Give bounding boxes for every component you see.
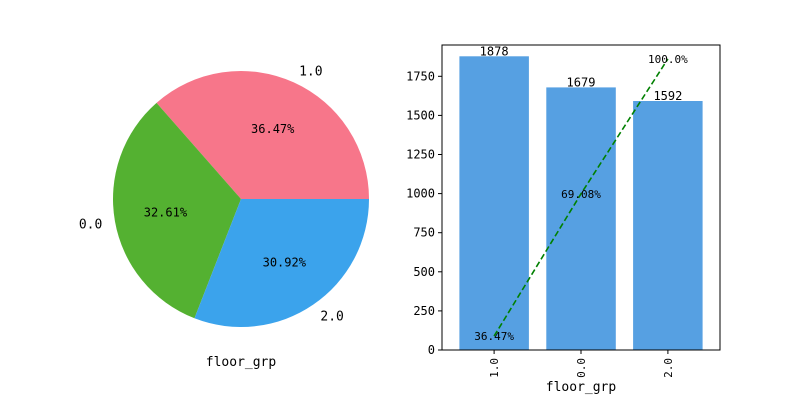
cumulative-label: 69.08% [561, 188, 601, 201]
pie-slice-2.0 [194, 199, 369, 328]
y-tick-label: 1250 [406, 148, 435, 162]
bar-value-label: 1878 [480, 44, 509, 58]
y-tick-label: 1750 [406, 69, 435, 83]
y-tick-label: 750 [413, 226, 435, 240]
y-tick-label: 1000 [406, 187, 435, 201]
cumulative-label: 36.47% [474, 330, 514, 343]
pie-pct-label: 36.47% [251, 122, 295, 136]
pie-slice-1.0 [156, 71, 369, 199]
x-tick-label: 2.0 [662, 358, 675, 378]
y-tick-label: 1500 [406, 108, 435, 122]
bar-x-axis-label: floor_grp [546, 380, 617, 395]
cumulative-labels: 36.47% 69.08% 100.0% [474, 53, 688, 343]
bar-value-labels: 1878 1679 1592 [480, 44, 683, 103]
pie-x-axis-label: floor_grp [206, 355, 277, 370]
bar-value-label: 1592 [653, 89, 682, 103]
cumulative-label: 100.0% [648, 53, 688, 66]
x-tick-label: 1.0 [488, 358, 501, 378]
pie-category-label: 0.0 [79, 217, 102, 232]
y-axis: 0 250 500 750 1000 1250 1500 1750 [406, 69, 442, 357]
pie-pct-label: 30.92% [263, 255, 307, 269]
bar-2.0 [633, 101, 703, 350]
pie-chart: 36.47% 1.0 32.61% 0.0 30.92% 2.0 floor_grp [79, 65, 369, 370]
cumulative-line [493, 58, 669, 337]
pie-slice-0.0 [112, 102, 241, 319]
y-tick-label: 0 [428, 343, 435, 357]
bars [459, 56, 703, 351]
cumulative-polyline [493, 58, 669, 337]
bar-0.0 [546, 87, 616, 351]
pie-slices [112, 71, 369, 328]
bar-value-label: 1679 [567, 75, 596, 89]
pie-category-label: 1.0 [299, 65, 322, 80]
bar-1.0 [459, 56, 529, 351]
pie-category-label: 2.0 [320, 309, 343, 324]
x-tick-label: 0.0 [575, 358, 588, 378]
y-tick-label: 500 [413, 265, 435, 279]
y-tick-label: 250 [413, 304, 435, 318]
bar-chart: 1878 1679 1592 36.47% 69.08% 100.0% 0 250 500 7… [406, 44, 721, 395]
pie-labels: 36.47% 1.0 32.61% 0.0 30.92% 2.0 [79, 65, 344, 325]
x-axis: 1.0 0.0 2.0 [488, 350, 675, 378]
pie-pct-label: 32.61% [144, 205, 188, 219]
